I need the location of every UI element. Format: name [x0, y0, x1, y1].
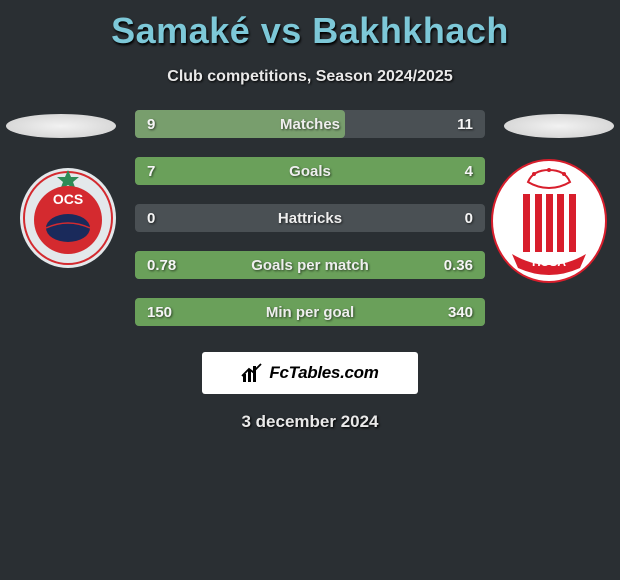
stat-bar: 9Matches11 — [135, 110, 485, 138]
stat-label: Goals — [135, 163, 485, 180]
stat-bar: 7Goals4 — [135, 157, 485, 185]
stat-bar: 0.78Goals per match0.36 — [135, 251, 485, 279]
page-title: Samaké vs Bakhkhach — [0, 0, 620, 52]
brand-box[interactable]: FcTables.com — [202, 352, 418, 394]
stat-label: Matches — [135, 116, 485, 133]
stat-right-value: 0.36 — [432, 257, 485, 274]
subtitle: Club competitions, Season 2024/2025 — [0, 68, 620, 86]
stat-right-value: 0 — [453, 210, 485, 227]
date-label: 3 december 2024 — [0, 412, 620, 432]
stat-right-value: 4 — [453, 163, 485, 180]
brand-label: FcTables.com — [269, 363, 378, 383]
stat-bar: 150Min per goal340 — [135, 298, 485, 326]
stat-label: Hattricks — [135, 210, 485, 227]
stat-label: Min per goal — [135, 304, 485, 321]
comparison-stage: OCS HUSA 9Matches117Goals40Hattricks00.7… — [0, 114, 620, 334]
stat-bar: 0Hattricks0 — [135, 204, 485, 232]
stat-right-value: 340 — [436, 304, 485, 321]
stat-bars: 9Matches11 7Goals4 0Hattricks0 0.78Goals pe… — [0, 110, 620, 345]
stat-right-value: 11 — [445, 116, 485, 133]
bar-chart-icon — [241, 362, 263, 384]
